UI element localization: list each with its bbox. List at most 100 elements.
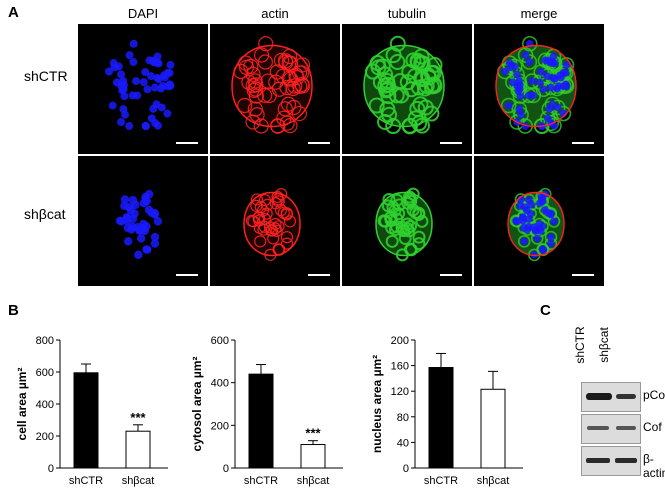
nucleus-mark: [553, 84, 561, 93]
y-tick-label: 0: [48, 463, 54, 475]
cell-outline: [253, 47, 270, 63]
x-tick-label: shCTR: [244, 475, 278, 487]
nucleus-mark: [549, 59, 557, 67]
scale-bar: [572, 142, 594, 144]
nucleus-mark: [543, 114, 552, 123]
nucleus-mark: [123, 223, 132, 232]
cell-outline: [280, 237, 294, 250]
cluster-edge: [375, 191, 433, 257]
blot-strip-beta-actin: [581, 446, 641, 476]
band: [586, 458, 610, 463]
nucleus-mark: [144, 205, 154, 215]
y-axis-label: cell area µm²: [15, 368, 29, 441]
cell-outline: [292, 78, 308, 94]
nucleus-mark: [152, 100, 161, 109]
nucleus-mark: [506, 63, 515, 72]
nucleus-mark: [120, 92, 129, 101]
nucleus-mark: [129, 57, 138, 66]
column-header-dapi: DAPI: [127, 6, 159, 21]
y-tick-label: 400: [36, 399, 54, 411]
row-label-shbcat: shβcat: [24, 206, 66, 222]
y-axis-label: cytosol area µm²: [190, 357, 204, 452]
nucleus-mark: [513, 217, 522, 226]
cell-outline: [415, 214, 429, 228]
band: [586, 393, 612, 400]
nucleus-mark: [515, 105, 524, 113]
column-header-tubulin: tubulin: [387, 6, 427, 21]
cell-outline: [257, 54, 273, 70]
cluster-edge: [495, 44, 577, 128]
cell-outline: [247, 73, 263, 89]
cell-outline: [392, 207, 406, 221]
y-tick-label: 600: [211, 335, 229, 347]
nucleus-mark: [104, 67, 113, 76]
blot-strip-pcof: [581, 382, 641, 412]
cell-outline: [423, 78, 440, 95]
significance-label: ***: [130, 410, 146, 425]
cell-outline: [395, 220, 409, 234]
nucleus-mark: [524, 91, 533, 100]
nucleus-mark: [160, 73, 169, 82]
cluster-edge: [507, 191, 565, 257]
cell-outline: [517, 235, 531, 248]
nucleus-mark: [501, 67, 509, 76]
row-label-shctr: shCTR: [24, 68, 68, 84]
x-tick-label: shCTR: [69, 475, 103, 487]
cell-outline: [283, 215, 297, 228]
bar: [480, 388, 506, 469]
cell-outline: [267, 232, 280, 245]
nucleus-mark: [131, 200, 140, 210]
cell-outline: [379, 73, 396, 90]
micrograph-shbcat-merge: [474, 156, 604, 286]
nucleus-mark: [143, 85, 152, 94]
cell-outline: [379, 101, 396, 118]
cell-outline: [253, 214, 266, 227]
cell-outline: [412, 230, 426, 244]
nucleus-mark: [547, 83, 555, 92]
y-tick-label: 200: [36, 431, 54, 443]
nucleus-mark: [166, 60, 175, 69]
cell-outline: [368, 97, 385, 114]
nucleus-mark: [141, 122, 150, 131]
nucleus-mark: [525, 58, 534, 66]
nucleus-mark: [519, 216, 528, 225]
cell-outline: [378, 214, 392, 228]
y-tick-label: 600: [36, 367, 54, 379]
nucleus-mark: [134, 250, 143, 260]
nucleus-mark: [533, 234, 542, 243]
cell-outline: [385, 234, 399, 248]
band: [616, 426, 636, 430]
nucleus-mark: [140, 226, 149, 236]
bar: [248, 373, 274, 469]
nucleus-mark: [536, 227, 545, 235]
micrograph-shbcat-actin: [210, 156, 340, 286]
nucleus-mark: [562, 61, 571, 69]
nucleus-mark: [123, 237, 133, 246]
nucleus-mark: [513, 70, 521, 79]
nucleus-mark: [537, 68, 546, 76]
bar-chart-2: 0 200 400 600 cytosol area µm² shCTR *** shβcat: [190, 335, 343, 487]
y-tick-label: 0: [223, 463, 229, 475]
cell-outline: [263, 221, 277, 234]
nucleus-mark: [520, 237, 528, 246]
cell-outline: [392, 198, 406, 212]
nucleus-mark: [539, 85, 548, 94]
nucleus-mark: [125, 51, 134, 60]
cell-outline: [271, 190, 284, 204]
bar: [73, 372, 99, 469]
micrograph-shbcat-dapi: [78, 156, 208, 286]
nucleus-mark: [557, 73, 565, 82]
nucleus-mark: [156, 84, 165, 93]
y-tick-label: 120: [391, 386, 409, 398]
cell-outline: [500, 97, 517, 114]
cell-outline: [237, 97, 253, 114]
nucleus-mark: [129, 39, 138, 48]
cell-outline: [261, 198, 274, 211]
cell-outline: [291, 105, 308, 122]
y-tick-label: 0: [403, 463, 409, 475]
nucleus-mark: [549, 74, 558, 82]
nucleus-mark: [110, 63, 119, 72]
significance-label: ***: [305, 426, 321, 441]
western-blot: shCTR shβcat pCof Cof β-actin: [565, 318, 665, 501]
nucleus-mark: [528, 77, 536, 85]
